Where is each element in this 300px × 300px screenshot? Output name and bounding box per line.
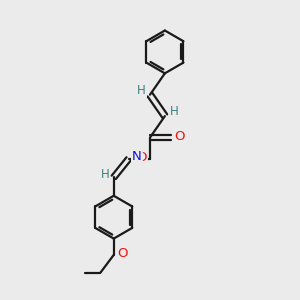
Text: N: N [132,150,142,163]
Text: O: O [117,247,127,260]
Text: H: H [137,84,146,97]
Text: H: H [100,168,109,181]
Text: O: O [136,151,147,164]
Text: H: H [169,105,178,118]
Text: O: O [175,130,185,142]
